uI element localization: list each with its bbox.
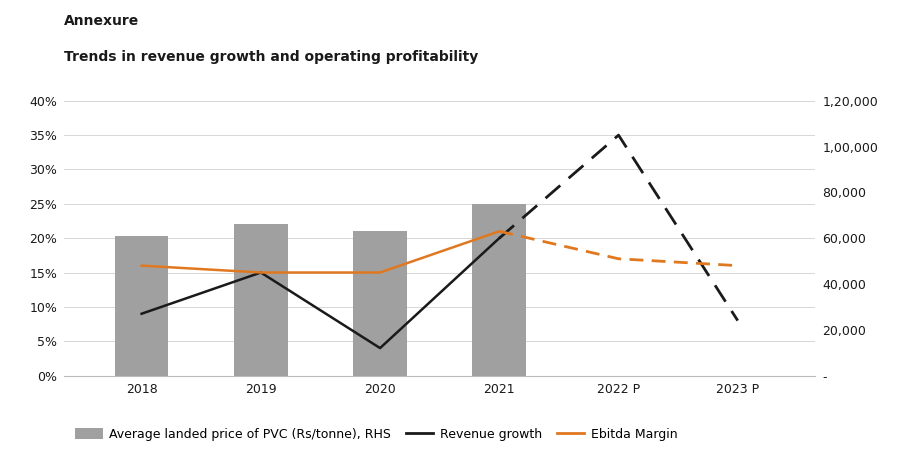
Bar <box>354 231 407 376</box>
Bar <box>114 236 169 376</box>
Text: Annexure: Annexure <box>64 14 139 28</box>
Bar <box>473 204 526 376</box>
Legend: Average landed price of PVC (Rs/tonne), RHS, Revenue growth, Ebitda Margin: Average landed price of PVC (Rs/tonne), … <box>71 423 682 446</box>
Text: Trends in revenue growth and operating profitability: Trends in revenue growth and operating p… <box>64 50 478 65</box>
Bar <box>234 224 288 376</box>
